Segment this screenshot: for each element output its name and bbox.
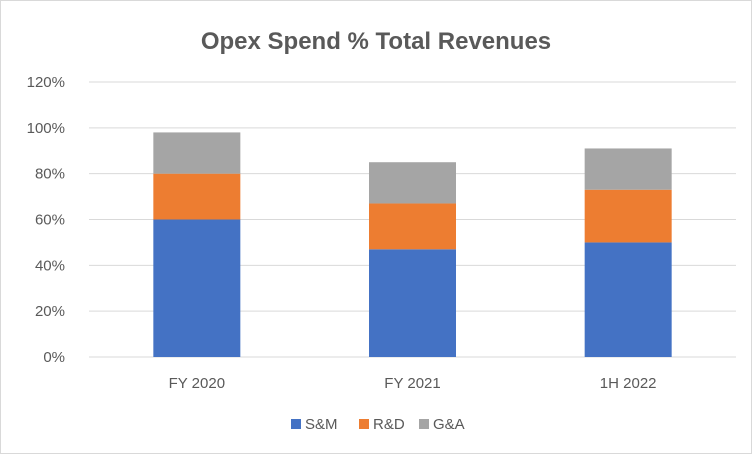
bar-sm [584, 242, 672, 357]
y-tick-label: 120% [27, 74, 65, 91]
legend-swatch [291, 419, 301, 429]
y-tick-label: 20% [35, 303, 65, 320]
x-tick-label: FY 2021 [384, 375, 440, 392]
bar-ga [153, 132, 241, 174]
bar-ga [584, 148, 672, 190]
legend-label: G&A [433, 416, 465, 433]
legend-label: R&D [373, 416, 405, 433]
legend-swatch [419, 419, 429, 429]
y-tick-label: 80% [35, 166, 65, 183]
y-tick-label: 60% [35, 212, 65, 229]
legend-label: S&M [305, 416, 338, 433]
y-tick-label: 40% [35, 257, 65, 274]
bar-sm [369, 249, 456, 357]
y-tick-label: 100% [27, 120, 65, 137]
bar-rd [369, 203, 456, 250]
bar-rd [153, 173, 241, 220]
x-tick-label: FY 2020 [169, 375, 225, 392]
bar-rd [584, 189, 672, 243]
x-tick-label: 1H 2022 [600, 375, 657, 392]
chart-title: Opex Spend % Total Revenues [201, 28, 551, 55]
y-tick-label: 0% [43, 349, 65, 366]
bar-sm [153, 219, 241, 357]
legend-swatch [359, 419, 369, 429]
bar-ga [369, 162, 456, 204]
